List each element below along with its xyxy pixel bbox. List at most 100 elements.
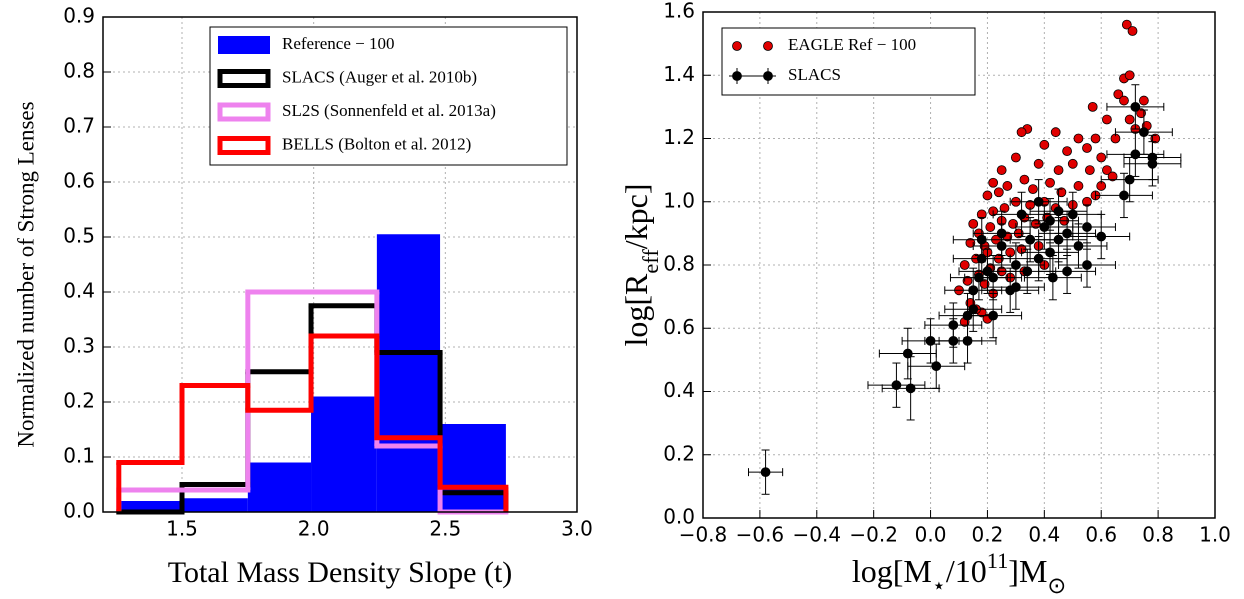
point [959, 260, 970, 270]
y-tick-label: 0.0 [663, 505, 695, 529]
label-part: ⋆ [932, 573, 946, 598]
y-tick-label: 0.9 [63, 4, 95, 28]
y-tick-label: 0.6 [63, 169, 95, 193]
label-part: eff [638, 249, 663, 274]
point [1073, 181, 1084, 191]
point [1067, 158, 1078, 169]
label-part: /10 [946, 553, 987, 589]
bar [247, 462, 312, 512]
point [1050, 127, 1061, 138]
y-tick-label: 0.2 [63, 389, 95, 413]
legend-marker [732, 41, 742, 51]
point [1082, 143, 1092, 153]
label-part: 11 [987, 548, 1009, 573]
point [1124, 70, 1135, 81]
x-tick-label: 0.6 [1085, 523, 1117, 547]
y-tick-label: 1.6 [663, 0, 695, 23]
y-tick-label: 0.0 [63, 499, 95, 523]
point [1127, 26, 1138, 36]
label-part: log[M [852, 553, 932, 589]
point [1130, 101, 1141, 112]
point [1121, 19, 1132, 30]
point [962, 275, 973, 286]
point [1096, 231, 1107, 242]
x-tick-label: 2.0 [298, 517, 330, 541]
point [1119, 95, 1129, 106]
point [1053, 206, 1064, 217]
point [988, 177, 999, 188]
point [1136, 108, 1146, 119]
point [988, 272, 999, 283]
bar [311, 396, 377, 512]
point [1028, 184, 1038, 195]
x-tick-label: −0.8 [679, 523, 728, 547]
x-tick-label: −0.2 [849, 523, 898, 547]
point [1062, 228, 1072, 239]
point [1047, 272, 1058, 283]
bar [440, 424, 506, 512]
point [976, 234, 987, 245]
legend-label: SLACS [788, 65, 841, 84]
point [1045, 215, 1055, 226]
legend-label: EAGLE Ref − 100 [788, 35, 916, 54]
point [1067, 209, 1078, 220]
x-tick-label: −0.6 [736, 523, 785, 547]
point [1147, 158, 1158, 169]
y-tick-label: 0.2 [663, 441, 695, 465]
x-tick-label: −0.4 [792, 523, 841, 547]
point [979, 279, 990, 289]
point [999, 203, 1010, 213]
point [1107, 171, 1118, 182]
point [1073, 241, 1084, 251]
point [1053, 165, 1064, 176]
legend-swatch [217, 69, 271, 88]
point [962, 335, 973, 346]
x-tick-label: 0.8 [1142, 523, 1174, 547]
y-tick-label: 1.2 [663, 125, 695, 149]
point [965, 237, 976, 248]
x-label: Total Mass Density Slope (t) [168, 556, 513, 589]
point [902, 348, 913, 359]
x-tick-label: 2.5 [429, 517, 461, 541]
point [1096, 152, 1107, 163]
point [993, 187, 1004, 198]
point [1124, 174, 1135, 185]
legend-swatch [217, 136, 271, 155]
point [1087, 101, 1098, 112]
point [1033, 253, 1044, 264]
point [1039, 222, 1050, 232]
point [891, 380, 902, 391]
point [1010, 282, 1021, 293]
point [905, 383, 916, 394]
point [982, 190, 993, 201]
point [1056, 187, 1067, 198]
y-tick-label: 0.8 [63, 59, 95, 83]
x-label: log[M⋆/1011]M⊙ [852, 548, 1066, 598]
legend-swatch [217, 102, 271, 122]
x-tick-label: 3.0 [561, 517, 593, 541]
point [1119, 190, 1129, 201]
legend-label: Reference − 100 [282, 34, 394, 53]
point [985, 222, 996, 232]
point [996, 165, 1007, 176]
point [1138, 127, 1149, 138]
point [760, 467, 771, 478]
point [1039, 139, 1050, 150]
point [1102, 165, 1112, 176]
point [1008, 218, 1018, 229]
y-tick-label: 0.3 [63, 334, 95, 358]
x-tick-label: 1.0 [1199, 523, 1231, 547]
y-tick-label: 0.4 [63, 279, 95, 303]
point [1053, 234, 1064, 245]
point [1045, 177, 1055, 188]
legend-label: SLACS (Auger et al. 2010b) [282, 67, 477, 86]
point [1113, 89, 1124, 100]
y-tick-label: 0.4 [663, 378, 695, 402]
label-part: log[R [618, 273, 654, 347]
y-tick-label: 1.4 [663, 62, 695, 86]
y-label: log[Reff/kpc] [618, 183, 662, 346]
frame [102, 16, 578, 513]
bar [118, 501, 182, 512]
